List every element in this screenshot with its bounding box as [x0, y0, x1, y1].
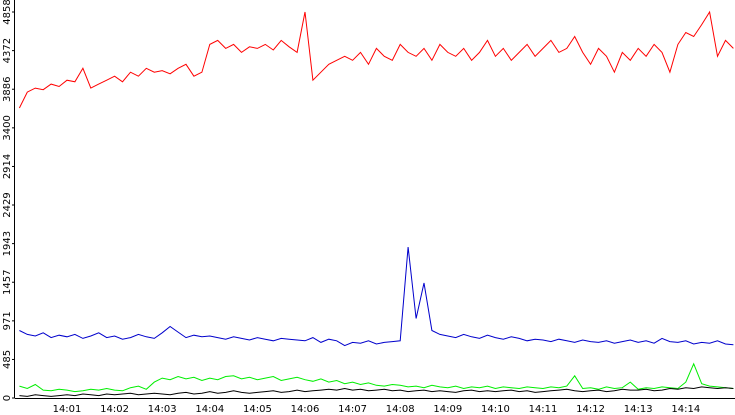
x-tick-label: 14:07	[338, 404, 367, 415]
y-tick-label: 4372	[2, 38, 13, 63]
x-tick-label: 14:08	[386, 404, 415, 415]
x-tick-label: 14:10	[481, 404, 510, 415]
y-tick-label: 3886	[2, 77, 13, 102]
y-tick-label: 971	[2, 311, 13, 330]
x-tick-label: 14:03	[148, 404, 177, 415]
x-tick-label: 14:11	[529, 404, 558, 415]
y-tick-label: 1457	[2, 270, 13, 295]
series-line	[18, 10, 734, 109]
x-tick-label: 14:05	[243, 404, 272, 415]
y-tick-label: 485	[2, 350, 13, 369]
y-tick-label: 0	[2, 395, 13, 401]
x-tick-label: 14:04	[195, 404, 224, 415]
series-line	[19, 362, 734, 393]
x-tick-label: 14:09	[433, 404, 462, 415]
x-tick-label: 14:02	[100, 404, 129, 415]
y-tick-label: 2914	[2, 154, 13, 179]
y-tick-label: 3400	[2, 115, 13, 140]
x-tick-label: 14:14	[671, 404, 700, 415]
y-tick-label: 2429	[2, 192, 13, 217]
series-line	[19, 386, 734, 397]
x-tick-label: 14:12	[576, 404, 605, 415]
series-line	[19, 246, 734, 347]
x-tick-label: 14:13	[624, 404, 653, 415]
x-tick-label: 14:01	[53, 404, 82, 415]
y-tick-label: 4858	[2, 0, 13, 25]
x-tick-label: 14:06	[291, 404, 320, 415]
y-tick-label: 1943	[2, 231, 13, 256]
